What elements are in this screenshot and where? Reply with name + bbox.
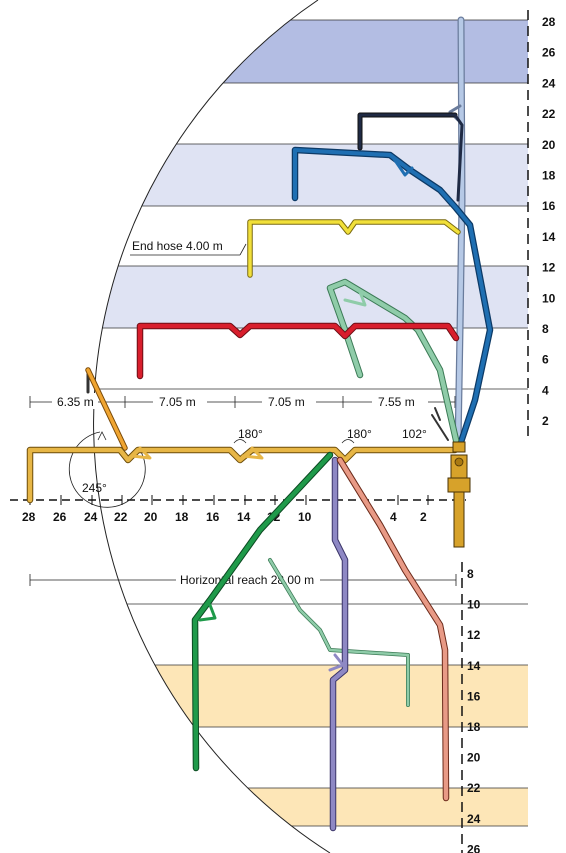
dim-label-4: 7.55 m [378, 395, 415, 409]
boom-blue [291, 146, 494, 449]
bottom-tick-10: 10 [298, 510, 312, 524]
horizontal-reach-label: Horizontal reach 28.00 m [180, 573, 314, 587]
boom-red [136, 322, 460, 380]
right-upper-tick-14: 14 [542, 230, 556, 244]
band-blue-top [93, 20, 529, 83]
right-lower-tick-8: 8 [467, 567, 474, 581]
dim-label-1: 6.35 m [57, 395, 94, 409]
bottom-tick-28: 28 [22, 510, 36, 524]
bottom-axis: 28 26 24 22 20 18 16 14 12 10 4 2 [10, 495, 466, 524]
bottom-tick-4: 4 [390, 510, 397, 524]
bottom-tick-2: 2 [420, 510, 427, 524]
right-upper-tick-22: 22 [542, 107, 556, 121]
right-upper-tick-2: 2 [542, 414, 549, 428]
right-upper-tick-12: 12 [542, 261, 556, 275]
right-lower-tick-10: 10 [467, 598, 481, 612]
bottom-tick-18: 18 [175, 510, 189, 524]
right-lower-tick-20: 20 [467, 751, 481, 765]
boom-positions [26, 16, 494, 832]
right-upper-tick-6: 6 [542, 353, 549, 367]
angle-label-3: 102° [402, 427, 427, 441]
right-upper-tick-16: 16 [542, 199, 556, 213]
right-lower-tick-18: 18 [467, 720, 481, 734]
right-upper-tick-10: 10 [542, 291, 556, 305]
right-lower-tick-16: 16 [467, 689, 481, 703]
bottom-tick-22: 22 [114, 510, 128, 524]
right-upper-tick-20: 20 [542, 138, 556, 152]
bottom-tick-14: 14 [237, 510, 251, 524]
boom-green-light [326, 278, 460, 444]
boom-salmon [336, 456, 450, 802]
band-blue-2 [93, 144, 529, 206]
right-lower-tick-24: 24 [467, 812, 481, 826]
bottom-tick-20: 20 [144, 510, 158, 524]
right-lower-tick-26: 26 [467, 842, 481, 853]
right-upper-tick-8: 8 [542, 322, 549, 336]
bottom-tick-24: 24 [84, 510, 98, 524]
angle-label-2: 180° [347, 427, 372, 441]
boom-orange [85, 367, 128, 451]
right-upper-tick-24: 24 [542, 76, 556, 90]
reach-circle [93, 0, 331, 853]
right-upper-tick-26: 26 [542, 46, 556, 60]
band-yellow-1 [93, 665, 529, 727]
right-upper-tick-4: 4 [542, 383, 549, 397]
bottom-tick-16: 16 [206, 510, 220, 524]
right-lower-tick-12: 12 [467, 628, 481, 642]
end-hose-label: End hose 4.00 m [132, 239, 223, 253]
boom-tan-horizontal [26, 446, 459, 504]
boom-short-light [431, 407, 449, 441]
boom-green [191, 451, 410, 772]
boom-navy [357, 112, 464, 202]
right-lower-tick-14: 14 [467, 659, 481, 673]
dim-label-2: 7.05 m [159, 395, 196, 409]
bottom-tick-26: 26 [53, 510, 67, 524]
right-upper-tick-18: 18 [542, 169, 556, 183]
angle-label-4: 245° [82, 481, 107, 495]
band-yellow-2 [93, 788, 529, 826]
band-blue-3 [93, 266, 529, 328]
right-upper-tick-28: 28 [542, 15, 556, 29]
end-hose-annotation: End hose 4.00 m [130, 239, 247, 256]
right-lower-tick-22: 22 [467, 781, 481, 795]
boom-mast [447, 441, 471, 548]
right-axis-lower: 8 10 12 14 16 18 20 22 24 26 [461, 562, 481, 853]
boom-yellow [247, 219, 461, 278]
boom-violet [328, 456, 349, 832]
angle-label-1: 180° [238, 427, 263, 441]
dim-label-3: 7.05 m [268, 395, 305, 409]
right-axis-upper: 28 26 24 22 20 18 16 14 12 10 8 6 4 2 [527, 10, 556, 440]
